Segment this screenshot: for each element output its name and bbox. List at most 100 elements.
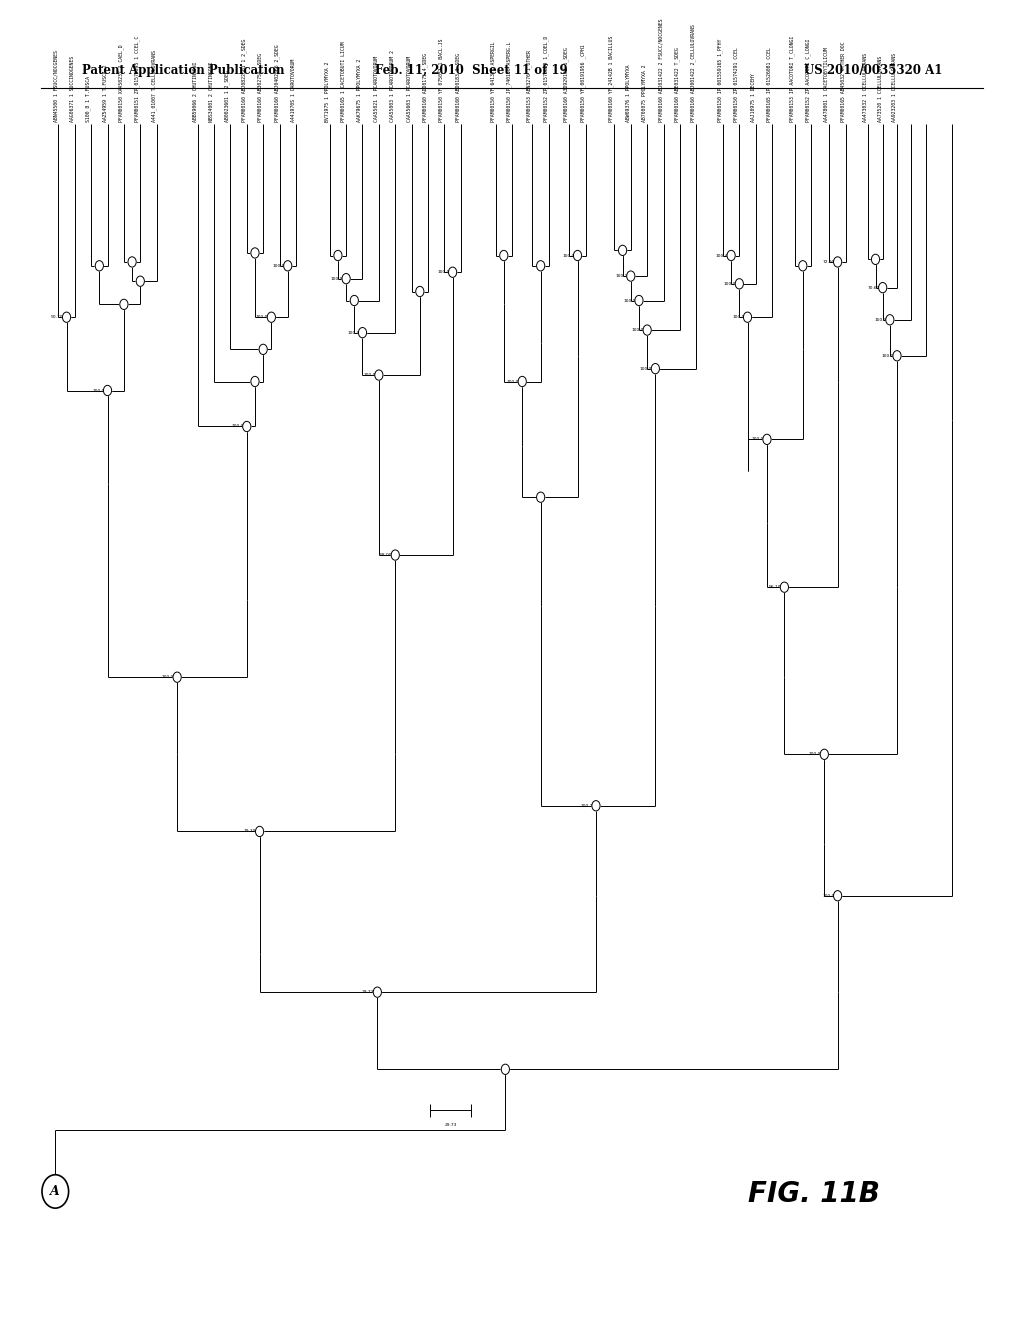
Circle shape xyxy=(259,345,267,355)
Text: AAZ54959 1 T.FUSCA 2: AAZ54959 1 T.FUSCA 2 xyxy=(102,65,108,121)
Circle shape xyxy=(743,312,752,322)
Text: 58.00: 58.00 xyxy=(380,553,392,557)
Text: 100.0: 100.0 xyxy=(809,752,821,756)
Text: US 2010/0035320 A1: US 2010/0035320 A1 xyxy=(804,63,942,77)
Text: PFAM00160 AB302754 _SDEG: PFAM00160 AB302754 _SDEG xyxy=(258,53,263,121)
Circle shape xyxy=(136,276,144,286)
Text: PFAM00150 YF_00191956 _CPH1: PFAM00150 YF_00191956 _CPH1 xyxy=(581,44,586,121)
Text: 29.73: 29.73 xyxy=(444,1123,457,1127)
Circle shape xyxy=(537,260,545,271)
Circle shape xyxy=(103,385,112,396)
Circle shape xyxy=(893,351,901,360)
Text: 100.4: 100.4 xyxy=(716,253,728,257)
Circle shape xyxy=(416,286,424,297)
Text: PFAM00152 ZP_01576639 1_COEL_D: PFAM00152 ZP_01576639 1_COEL_D xyxy=(544,36,549,121)
Circle shape xyxy=(334,251,342,260)
Text: AAK79675 1 PPOLYMYXA 2: AAK79675 1 PPOLYMYXA 2 xyxy=(357,58,362,121)
Text: 100.0: 100.0 xyxy=(437,271,450,275)
Text: 100.0: 100.0 xyxy=(640,367,652,371)
Circle shape xyxy=(500,251,508,260)
Circle shape xyxy=(95,260,103,271)
Text: AA473032 1 CCELLULOVRANS: AA473032 1 CCELLULOVRANS xyxy=(863,53,868,121)
Circle shape xyxy=(735,279,743,289)
Circle shape xyxy=(391,550,399,560)
Text: 100.0: 100.0 xyxy=(632,329,644,333)
Text: 100.0: 100.0 xyxy=(347,330,359,335)
Circle shape xyxy=(374,987,382,998)
Text: 100.2: 100.2 xyxy=(581,804,593,808)
Text: 100.0: 100.0 xyxy=(256,315,268,319)
Text: PFAM00160 ABJ0402566 2_SDEG: PFAM00160 ABJ0402566 2_SDEG xyxy=(274,44,280,121)
Text: A441970S 1 CAROTOVORUM: A441970S 1 CAROTOVORUM xyxy=(291,58,296,121)
Circle shape xyxy=(62,312,71,322)
Text: PFAM00160 A3D929168 1_SDEG: PFAM00160 A3D929168 1_SDEG xyxy=(564,48,569,121)
Circle shape xyxy=(350,296,358,306)
Circle shape xyxy=(651,363,659,374)
Text: PFAM00153 ABN3276 1_OTHER: PFAM00153 ABN3276 1_OTHER xyxy=(527,50,532,121)
Text: FIG. 11B: FIG. 11B xyxy=(748,1180,880,1208)
Circle shape xyxy=(879,282,887,293)
Text: CAA55003 1 PCAROTOVORUM 2: CAA55003 1 PCAROTOVORUM 2 xyxy=(390,50,395,121)
Text: 100.0: 100.0 xyxy=(724,281,736,286)
Text: PFAM00150 YF 641371 ASPERGIL: PFAM00150 YF 641371 ASPERGIL xyxy=(490,41,496,121)
Text: ABW09376 1 PPOLYMYXA: ABW09376 1 PPOLYMYXA xyxy=(626,65,631,121)
Text: PFAM00165 IP 01526081 CCEL: PFAM00165 IP 01526081 CCEL xyxy=(767,48,772,121)
Circle shape xyxy=(342,273,350,284)
Circle shape xyxy=(727,251,735,260)
Circle shape xyxy=(820,750,828,759)
Text: PFAM00160 ADD0175 4_SDEG: PFAM00160 ADD0175 4_SDEG xyxy=(423,53,428,121)
Text: 100.0: 100.0 xyxy=(732,315,744,319)
Circle shape xyxy=(799,260,807,271)
Text: 56.10: 56.10 xyxy=(769,585,781,589)
Circle shape xyxy=(537,492,545,503)
Text: BV71975 1 PPOLYMYXA 2: BV71975 1 PPOLYMYXA 2 xyxy=(325,62,330,121)
Circle shape xyxy=(173,672,181,682)
Circle shape xyxy=(635,296,643,306)
Circle shape xyxy=(834,891,842,900)
Circle shape xyxy=(871,255,880,264)
Text: PFAM00153 IP AACOTORI T_CLONGI: PFAM00153 IP AACOTORI T_CLONGI xyxy=(790,36,795,121)
Text: 100.0: 100.0 xyxy=(507,380,519,384)
Text: PFAM00150 IP 001559165 1_PFHY: PFAM00150 IP 001559165 1_PFHY xyxy=(718,38,723,121)
Circle shape xyxy=(128,257,136,267)
Text: 100.0: 100.0 xyxy=(162,676,174,680)
Circle shape xyxy=(449,267,457,277)
Text: PFAM00160 ABE031422 T_SDEG: PFAM00160 ABE031422 T_SDEG xyxy=(675,48,680,121)
Circle shape xyxy=(763,434,771,445)
Text: PFAM00150 ZP 01574291 CCEL: PFAM00150 ZP 01574291 CCEL xyxy=(734,48,739,121)
Text: A441_01007 T.CELLULOVRANS: A441_01007 T.CELLULOVRANS xyxy=(152,50,157,121)
Text: AAG06371 1 SUCCINOGENES: AAG06371 1 SUCCINOGENES xyxy=(70,55,75,121)
Circle shape xyxy=(267,312,275,322)
Circle shape xyxy=(780,582,788,593)
Text: PFAM00160 ABJ0822601 1 2_SDEG: PFAM00160 ABJ0822601 1 2_SDEG xyxy=(242,38,247,121)
Circle shape xyxy=(627,271,635,281)
Circle shape xyxy=(251,248,259,259)
Circle shape xyxy=(375,370,383,380)
Text: PFAM00160 ABJ001422 2_CELLULOVRANS: PFAM00160 ABJ001422 2_CELLULOVRANS xyxy=(691,24,696,121)
Text: CAA55021 1 PCAROTOVORUM: CAA55021 1 PCAROTOVORUM xyxy=(374,55,379,121)
Text: S100_8 1 T.FUSCA: S100_8 1 T.FUSCA xyxy=(86,75,91,121)
Text: CAA55603 1 PCAROTOVORUM: CAA55603 1 PCAROTOVORUM xyxy=(407,55,412,121)
Circle shape xyxy=(573,251,582,260)
Text: PFAM00150 JP_740150 ASPERG.L: PFAM00150 JP_740150 ASPERG.L xyxy=(507,41,512,121)
Text: PFAM00165 1 CACETOBUTI LICUM: PFAM00165 1 CACETOBUTI LICUM xyxy=(341,41,346,121)
Text: 29.73: 29.73 xyxy=(361,990,375,994)
Circle shape xyxy=(886,314,894,325)
Circle shape xyxy=(518,376,526,387)
Text: 100.0: 100.0 xyxy=(822,894,835,898)
Text: PFAM00165 AB45032 C.THER DOC: PFAM00165 AB45032 C.THER DOC xyxy=(841,41,846,121)
Circle shape xyxy=(243,421,251,432)
Text: 72.90: 72.90 xyxy=(822,260,835,264)
Text: PFAM00160 ABD0183 1_SDEG: PFAM00160 ABD0183 1_SDEG xyxy=(456,53,461,121)
Text: 79.30: 79.30 xyxy=(244,829,256,833)
Circle shape xyxy=(358,327,367,338)
Text: PFAM00150 YF 075053 1 BACL.JS: PFAM00150 YF 075053 1 BACL.JS xyxy=(439,38,444,121)
Text: 100.0: 100.0 xyxy=(331,277,343,281)
Text: 100.0: 100.0 xyxy=(752,437,764,441)
Text: NBS34001 2 CHUTINSONI: NBS34001 2 CHUTINSONI xyxy=(209,62,214,121)
Circle shape xyxy=(120,300,128,309)
Text: 100.0: 100.0 xyxy=(882,354,894,358)
Circle shape xyxy=(42,1175,69,1208)
Text: 50.70: 50.70 xyxy=(51,315,63,319)
Text: AB700075 PPOLYMYXA 2: AB700075 PPOLYMYXA 2 xyxy=(642,65,647,121)
